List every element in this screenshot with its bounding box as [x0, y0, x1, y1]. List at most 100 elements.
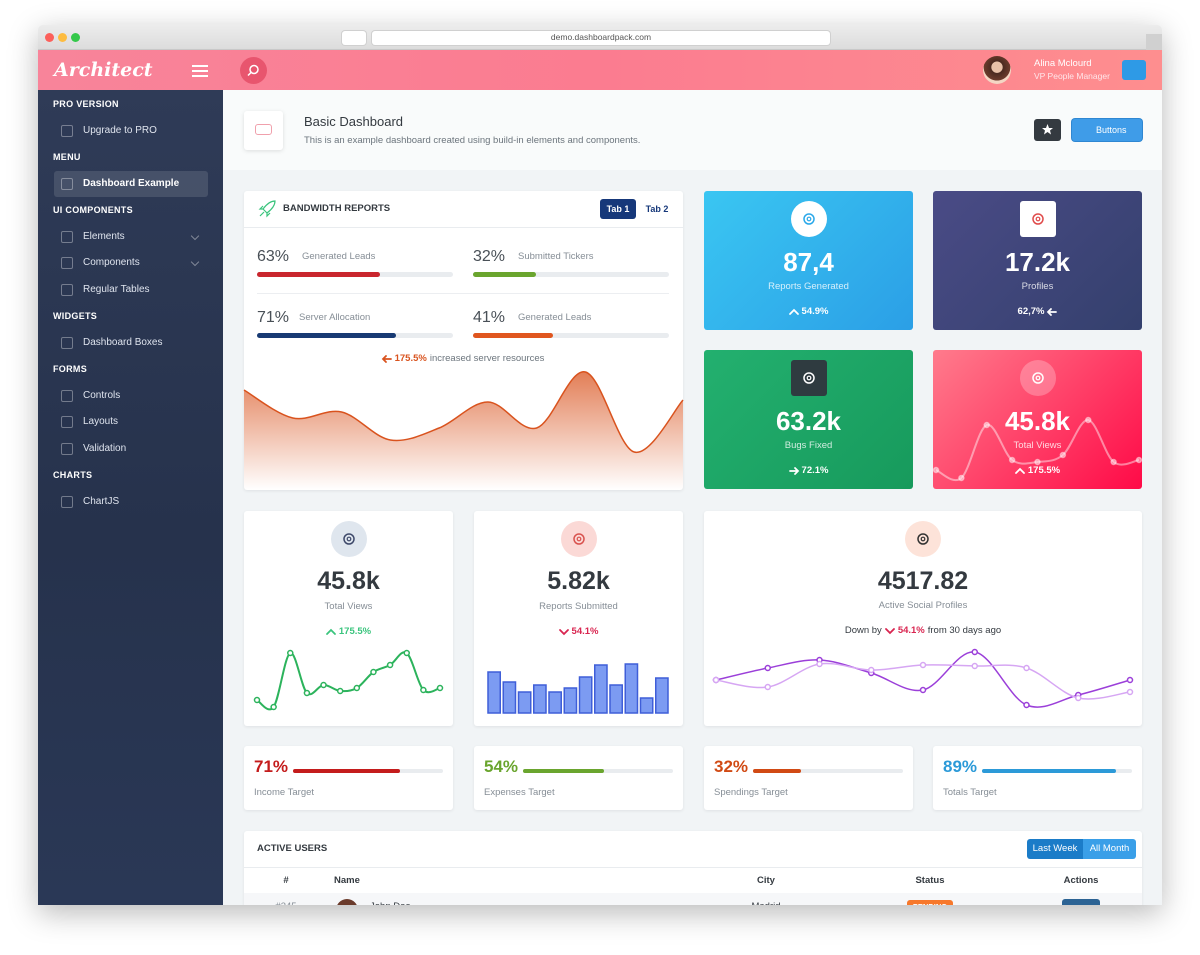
marker — [1023, 701, 1030, 709]
btn-label: All Month — [1089, 843, 1130, 855]
glyph — [920, 536, 926, 542]
tile-value: 17.2k — [1004, 246, 1071, 277]
bar — [624, 663, 639, 714]
bar — [502, 681, 517, 714]
arrow-path — [788, 467, 799, 475]
reader-button — [342, 31, 366, 45]
line — [935, 419, 1140, 482]
tile-icon — [790, 360, 827, 396]
marker — [816, 660, 823, 668]
cell: Madrid — [706, 900, 826, 905]
users-card — [244, 831, 1142, 905]
widget-icon-glyph — [342, 533, 355, 545]
url-text: demo.dashboardpack.com — [550, 32, 652, 43]
progress-name: Generated Leads — [518, 312, 592, 324]
marker — [370, 668, 377, 676]
buttons-button[interactable] — [1072, 119, 1142, 141]
marker — [764, 683, 771, 691]
star-icon — [1042, 124, 1053, 135]
sidebar-item[interactable]: Dashboard Example — [83, 177, 180, 189]
line — [256, 651, 441, 711]
action-button[interactable] — [1062, 899, 1100, 905]
target-percent: 89% — [943, 757, 978, 777]
progress-track — [473, 333, 669, 338]
progress-name: Generated Leads — [302, 251, 376, 263]
tile-label: Total Views — [1013, 440, 1062, 452]
marker — [919, 686, 927, 694]
target-fill — [523, 769, 604, 773]
cell: PENDING — [907, 902, 953, 905]
marker — [386, 661, 394, 669]
tile-value: 45.8k — [1004, 405, 1071, 436]
target-percent: 54% — [484, 757, 519, 777]
sidebar — [38, 90, 223, 905]
sidebar-heading: PRO VERSION — [53, 98, 119, 109]
widget-label: Reports Submitted — [539, 601, 618, 613]
progress-divider — [257, 293, 669, 294]
widget-value: 45.8k — [317, 566, 380, 595]
glyph — [1042, 124, 1053, 135]
tile-trend: 54.9% — [709, 305, 909, 318]
btn-all-month[interactable] — [1083, 839, 1136, 859]
column-header: Status — [915, 875, 945, 887]
calendar-button[interactable] — [1122, 60, 1146, 80]
page-title: Basic Dashboard — [304, 113, 403, 129]
sidebar-icon — [61, 442, 73, 455]
progress-fill — [257, 272, 381, 277]
target-percent: 71% — [254, 757, 289, 777]
marker — [1008, 456, 1016, 464]
btn-last-week[interactable] — [1027, 839, 1083, 859]
line — [243, 371, 684, 453]
sidebar-item[interactable]: Elements — [83, 230, 125, 242]
widget-change: 175.5% — [338, 626, 372, 638]
glyph — [249, 64, 259, 75]
marker — [1126, 688, 1134, 696]
sidebar-item[interactable]: Controls — [83, 389, 121, 401]
glyph — [258, 200, 276, 218]
bar — [609, 684, 623, 714]
window-dot — [58, 33, 67, 42]
sidebar-item[interactable]: Layouts — [83, 416, 119, 427]
glyph — [1031, 213, 1044, 225]
sidebar-item[interactable]: Components — [83, 257, 140, 268]
widget-value: 5.82k — [547, 566, 610, 595]
buttons-label[interactable]: Buttons — [1096, 124, 1127, 135]
search-button[interactable] — [240, 57, 267, 84]
glyph — [576, 536, 581, 542]
social-value: 4517.82 — [877, 566, 969, 595]
window-dot — [71, 33, 80, 42]
glyph — [806, 375, 811, 381]
tile-icon-glyph — [802, 213, 815, 225]
marker — [320, 681, 327, 689]
marker — [336, 687, 344, 695]
bar — [487, 671, 501, 714]
marker — [971, 662, 978, 670]
sidebar-item[interactable]: Regular Tables — [83, 283, 150, 295]
progress-fill — [473, 333, 554, 338]
sidebar-item[interactable]: ChartJS — [83, 495, 120, 507]
tile-icon-glyph — [802, 372, 815, 384]
sidebar-item[interactable]: Validation — [83, 442, 127, 454]
tile-value: 87,4 — [783, 246, 834, 277]
chart — [243, 371, 684, 490]
status-badge — [907, 900, 953, 905]
glyph — [802, 372, 815, 384]
sidebar-item[interactable]: Dashboard Boxes — [83, 336, 163, 348]
marker — [1075, 694, 1082, 702]
tab-active[interactable] — [600, 199, 636, 219]
cell: John Doe — [370, 900, 411, 905]
tile-label: Bugs Fixed — [784, 440, 833, 452]
trend-arrow — [381, 355, 392, 363]
user-name: Alina Mclourd — [1034, 58, 1092, 70]
marker — [303, 689, 311, 697]
logo: Architect — [54, 58, 153, 81]
window-dot — [45, 33, 54, 42]
column-header: Name — [334, 875, 360, 887]
sidebar-item[interactable]: Upgrade to PRO — [83, 124, 157, 136]
social-suffix: from 30 days ago — [927, 625, 1002, 637]
avatar[interactable] — [983, 56, 1011, 84]
line — [715, 662, 1131, 700]
marker — [764, 664, 771, 672]
marker — [436, 684, 444, 692]
